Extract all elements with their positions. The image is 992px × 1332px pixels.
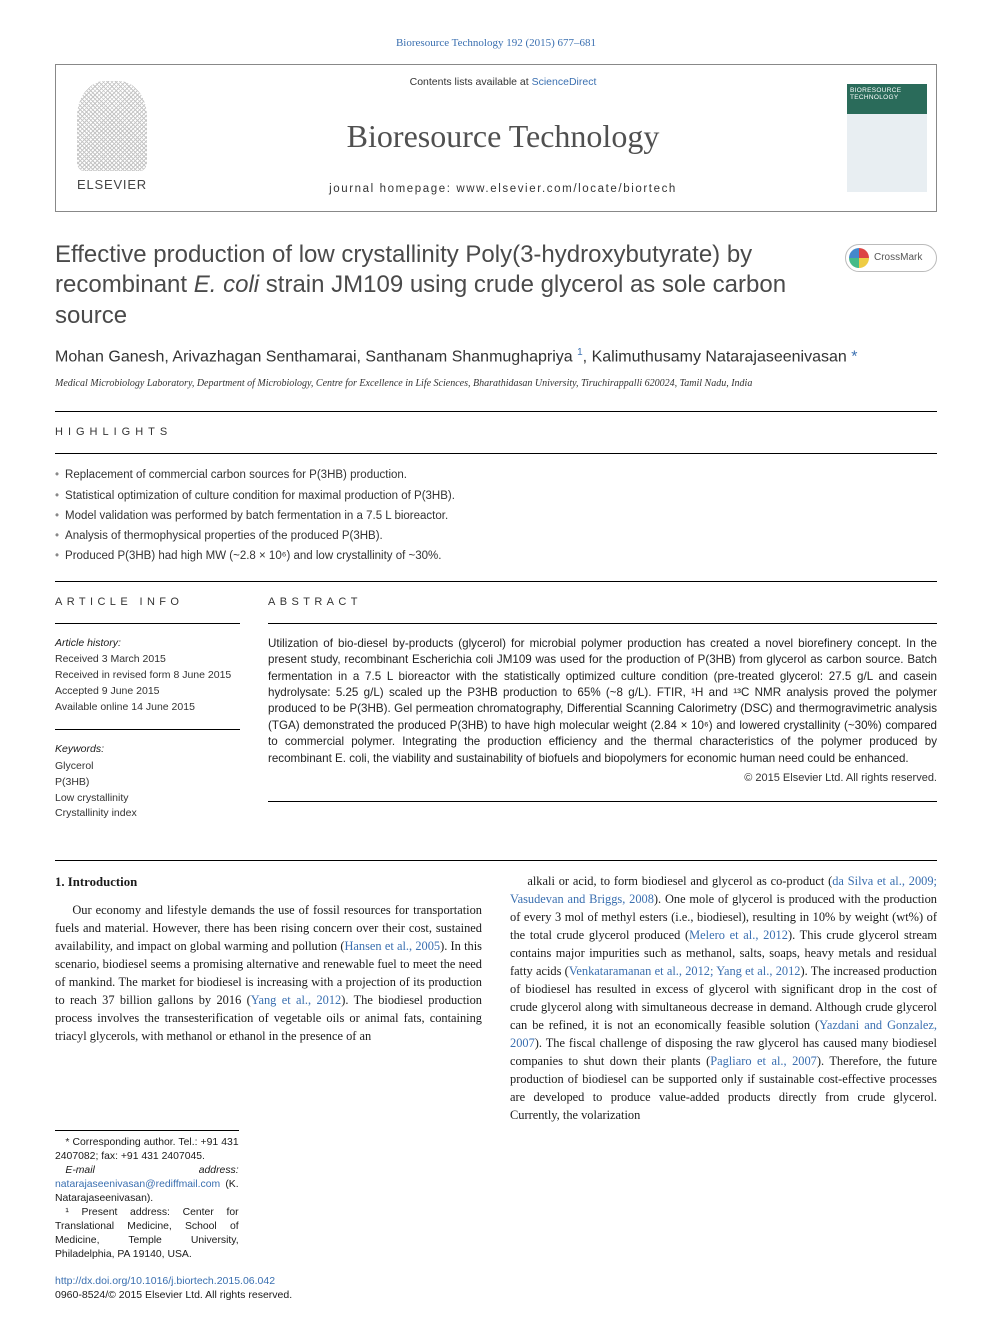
elsevier-logo-cell: ELSEVIER — [56, 65, 168, 211]
highlight-item: Model validation was performed by batch … — [55, 506, 937, 526]
top-citation: Bioresource Technology 192 (2015) 677–68… — [55, 35, 937, 52]
article-history: Article history: Received 3 March 2015Re… — [55, 636, 240, 716]
author-list: Mohan Ganesh, Arivazhagan Senthamarai, S… — [55, 346, 937, 369]
elsevier-label: ELSEVIER — [77, 175, 147, 195]
abstract-text: Utilization of bio-diesel by-products (g… — [268, 636, 937, 768]
present-address-note: ¹ Present address: Center for Translatio… — [55, 1206, 239, 1262]
journal-homepage: journal homepage: www.elsevier.com/locat… — [329, 181, 677, 198]
article-info-heading: ARTICLE INFO — [55, 594, 240, 611]
doi-block: http://dx.doi.org/10.1016/j.biortech.201… — [55, 1274, 482, 1302]
intro-para-1: Our economy and lifestyle demands the us… — [55, 902, 482, 1046]
journal-title: Bioresource Technology — [347, 112, 660, 160]
highlights-heading: HIGHLIGHTS — [55, 424, 937, 441]
abstract-copyright: © 2015 Elsevier Ltd. All rights reserved… — [268, 770, 937, 787]
crossmark-icon — [849, 248, 869, 268]
corresponding-author-note: * Corresponding author. Tel.: +91 431 24… — [55, 1136, 239, 1164]
intro-para-2: alkali or acid, to form biodiesel and gl… — [510, 873, 937, 1125]
doi-link[interactable]: http://dx.doi.org/10.1016/j.biortech.201… — [55, 1275, 275, 1287]
keywords-block: Keywords: GlycerolP(3HB)Low crystallinit… — [55, 742, 240, 822]
journal-info-cell: Contents lists available at ScienceDirec… — [168, 65, 838, 211]
keyword: Low crystallinity — [55, 791, 240, 807]
crossmark-badge[interactable]: CrossMark — [845, 244, 937, 272]
journal-header: ELSEVIER Contents lists available at Sci… — [55, 64, 937, 212]
keyword: Crystallinity index — [55, 806, 240, 822]
highlight-item: Replacement of commercial carbon sources… — [55, 466, 937, 486]
history-line: Available online 14 June 2015 — [55, 700, 240, 716]
abstract-heading: ABSTRACT — [268, 594, 937, 611]
elsevier-tree-icon — [77, 81, 147, 171]
history-line: Received in revised form 8 June 2015 — [55, 668, 240, 684]
cover-cell: BIORESOURCE TECHNOLOGY — [838, 65, 936, 211]
footnotes: * Corresponding author. Tel.: +91 431 24… — [55, 1130, 239, 1262]
section-heading-intro: 1. Introduction — [55, 873, 482, 892]
highlight-item: Analysis of thermophysical properties of… — [55, 527, 937, 547]
history-line: Received 3 March 2015 — [55, 652, 240, 668]
journal-cover-thumb: BIORESOURCE TECHNOLOGY — [847, 84, 927, 192]
highlight-item: Produced P(3HB) had high MW (~2.8 × 10⁶)… — [55, 547, 937, 567]
history-line: Accepted 9 June 2015 — [55, 684, 240, 700]
highlights-list: Replacement of commercial carbon sources… — [55, 466, 937, 567]
sciencedirect-link[interactable]: ScienceDirect — [532, 76, 597, 88]
body-columns: 1. Introduction Our economy and lifestyl… — [55, 873, 937, 1302]
keyword: P(3HB) — [55, 775, 240, 791]
highlight-item: Statistical optimization of culture cond… — [55, 486, 937, 506]
email-note: E-mail address: natarajaseenivasan@redif… — [55, 1164, 239, 1206]
article-title: Effective production of low crystallinit… — [55, 240, 845, 332]
crossmark-label: CrossMark — [874, 250, 922, 265]
keyword: Glycerol — [55, 759, 240, 775]
contents-available-line: Contents lists available at ScienceDirec… — [410, 75, 597, 91]
affiliation: Medical Microbiology Laboratory, Departm… — [55, 376, 937, 391]
issn-copyright: 0960-8524/© 2015 Elsevier Ltd. All right… — [55, 1289, 292, 1301]
top-citation-link[interactable]: Bioresource Technology 192 (2015) 677–68… — [396, 37, 596, 49]
author-email-link[interactable]: natarajaseenivasan@rediffmail.com — [55, 1179, 220, 1190]
